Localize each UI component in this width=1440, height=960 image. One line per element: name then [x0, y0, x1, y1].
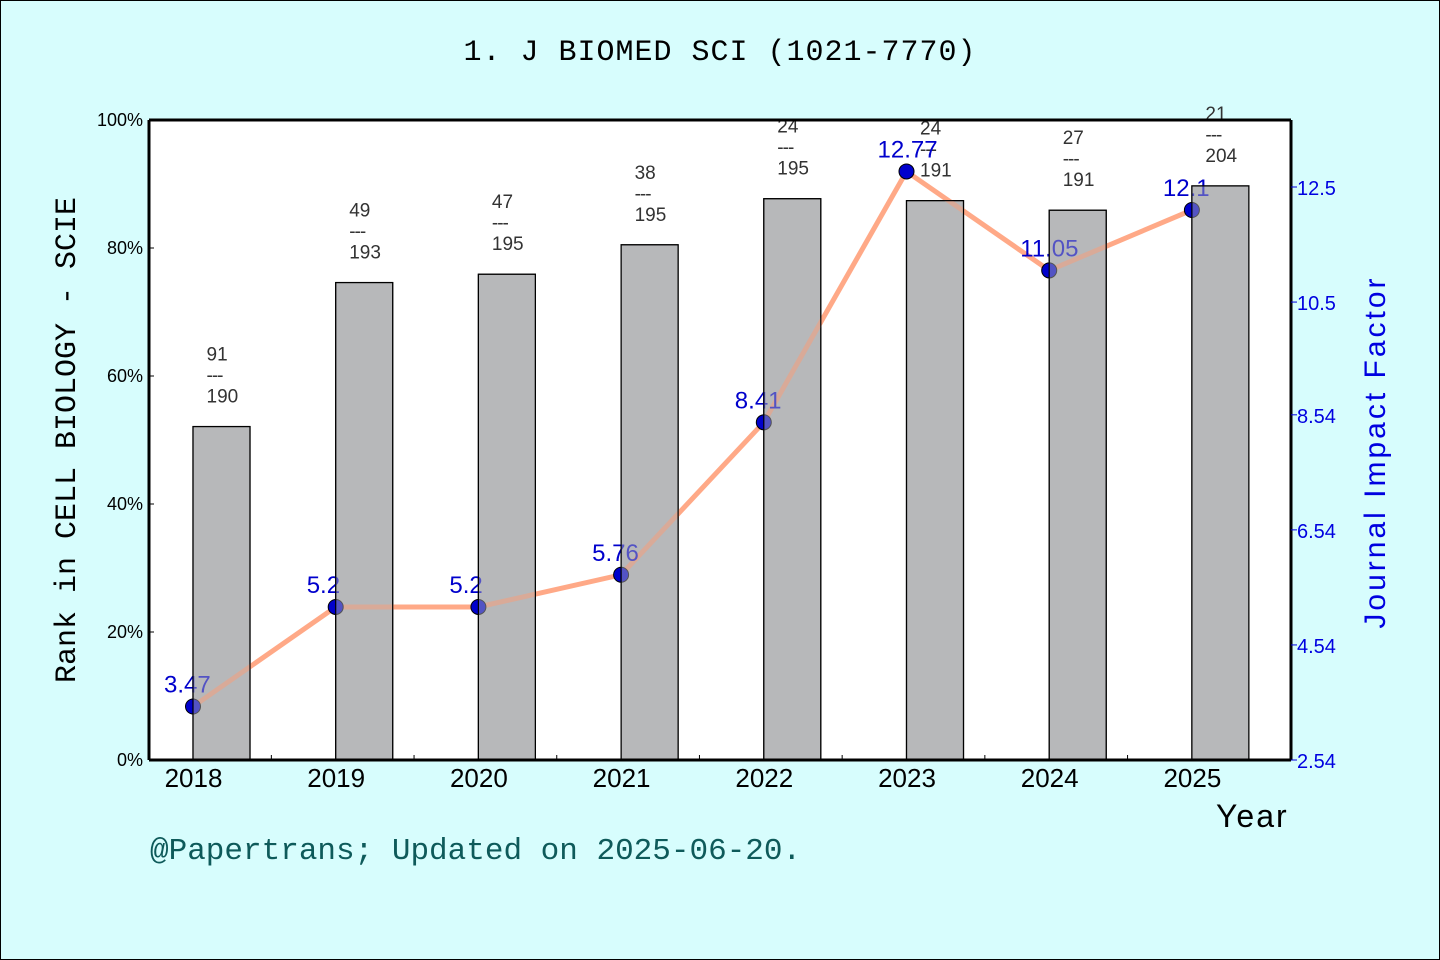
if-label-2018: 3.47 [164, 671, 211, 698]
rank-label-2020: 47---195 [492, 192, 524, 255]
svg-text:195: 195 [492, 234, 524, 255]
left-tick-label: 0% [117, 750, 143, 770]
right-tick-label: 2.54 [1297, 751, 1336, 773]
x-tick-label-2019: 2019 [307, 763, 365, 793]
rank-label-2021: 38---195 [635, 163, 667, 226]
rank-label-2018: 91---190 [207, 345, 239, 408]
bar-2019 [335, 281, 394, 761]
impact-factor-line [191, 167, 1193, 709]
rank-label-2019: 49---193 [349, 201, 381, 264]
right-tick-label: 6.54 [1297, 521, 1336, 543]
rank-label-2022: 24---195 [777, 117, 809, 180]
bar-2023 [905, 200, 965, 761]
svg-text:195: 195 [777, 159, 809, 180]
left-tick-label: 60% [107, 366, 143, 386]
if-label-2020: 5.2 [449, 572, 482, 599]
x-tick-label-2020: 2020 [450, 763, 508, 793]
if-marker-2023 [898, 163, 915, 180]
x-axis-title: Year [1216, 798, 1289, 834]
right-tick-label: 8.54 [1297, 406, 1336, 428]
svg-text:---: --- [349, 222, 366, 243]
if-label-2023: 12.77 [878, 136, 938, 163]
svg-text:191: 191 [1063, 170, 1095, 191]
left-tick-label: 100% [97, 110, 143, 130]
if-label-2021: 5.76 [592, 540, 639, 567]
svg-text:191: 191 [920, 161, 952, 182]
axes: 0% 20% 40% 60% 80% 100% 2.54 4.54 6.54 8.54 10.5 12… [97, 110, 1336, 793]
svg-text:193: 193 [349, 243, 381, 264]
if-label-2022: 8.41 [735, 387, 782, 414]
left-tick-label: 80% [107, 238, 143, 258]
if-label-2019: 5.2 [307, 572, 340, 599]
svg-text:24: 24 [920, 119, 942, 140]
left-tick-label: 20% [107, 622, 143, 642]
right-tick-label: 4.54 [1297, 636, 1336, 658]
x-tick-label-2018: 2018 [165, 763, 223, 793]
bar-series [192, 185, 1250, 761]
svg-text:38: 38 [635, 163, 656, 184]
x-tick-label-2021: 2021 [593, 763, 651, 793]
bar-2020 [477, 273, 536, 761]
svg-text:21: 21 [1205, 104, 1226, 125]
rank-labels: 91---19049---19347---19538---19524---195… [207, 104, 1238, 408]
x-tick-label-2024: 2024 [1021, 763, 1079, 793]
svg-text:---: --- [920, 140, 937, 161]
x-tick-label-2022: 2022 [735, 763, 793, 793]
svg-text:47: 47 [492, 192, 513, 213]
svg-text:---: --- [207, 366, 224, 387]
left-axis-title: Rank in CELL BIOLOGY - SCIE [51, 196, 85, 684]
svg-text:204: 204 [1205, 146, 1237, 167]
svg-text:24: 24 [777, 117, 799, 138]
if-label-2025: 12.1 [1163, 175, 1210, 202]
right-tick-label: 10.5 [1297, 293, 1336, 315]
svg-text:195: 195 [635, 205, 667, 226]
svg-text:---: --- [777, 138, 794, 159]
chart-title: 1. J BIOMED SCI (1021-7770) [463, 36, 977, 70]
svg-text:91: 91 [207, 345, 228, 366]
rank-label-2024: 27---191 [1063, 128, 1095, 191]
x-tick-label-2023: 2023 [878, 763, 936, 793]
svg-text:190: 190 [207, 387, 239, 408]
rank-label-2023: 24---191 [920, 119, 952, 182]
left-tick-label: 40% [107, 494, 143, 514]
footer-credit: @Papertrans; Updated on 2025-06-20. [150, 834, 802, 869]
svg-text:---: --- [1205, 125, 1222, 146]
svg-text:---: --- [492, 213, 509, 234]
plot-area [149, 120, 1291, 760]
x-tick-label-2025: 2025 [1163, 763, 1221, 793]
svg-text:49: 49 [349, 201, 370, 222]
svg-text:---: --- [635, 184, 652, 205]
svg-text:---: --- [1063, 149, 1080, 170]
right-axis-title: Journal Impact Factor [1359, 275, 1392, 629]
right-tick-label: 12.5 [1297, 178, 1336, 200]
svg-text:27: 27 [1063, 128, 1084, 149]
